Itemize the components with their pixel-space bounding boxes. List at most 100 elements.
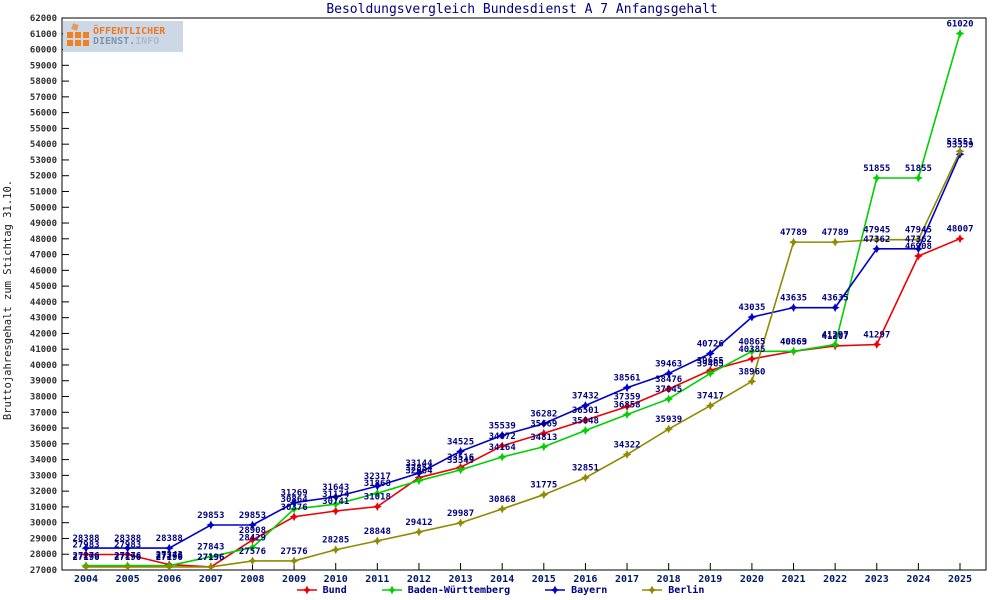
data-label-bund: 48007: [946, 225, 973, 235]
y-tick-label: 37000: [30, 408, 57, 418]
data-point-baden-w-rttemberg: [456, 465, 465, 475]
data-point-baden-w-rttemberg: [664, 394, 674, 404]
data-point-bayern: [331, 492, 341, 502]
x-tick-label: 2014: [490, 574, 514, 585]
data-label-bund: 40863: [780, 337, 807, 347]
data-label-baden-w-rttemberg: 40869: [780, 337, 807, 347]
data-label-bund: 41207: [822, 332, 849, 342]
legend-marker-icon: [642, 585, 663, 595]
data-point-berlin: [622, 450, 632, 459]
data-point-bund: [123, 550, 133, 559]
data-point-baden-w-rttemberg: [497, 452, 507, 462]
data-label-baden-w-rttemberg: 41297: [822, 331, 849, 341]
x-tick-label: 2017: [615, 574, 639, 585]
data-label-baden-w-rttemberg: 36858: [614, 401, 641, 411]
data-label-baden-w-rttemberg: 28429: [239, 533, 266, 543]
legend-item-bayern: Bayern: [544, 584, 607, 596]
data-point-berlin: [331, 545, 341, 555]
data-point-bayern: [456, 446, 465, 456]
data-label-bayern: 35539: [489, 421, 516, 431]
data-label-bund: 27196: [197, 553, 224, 563]
chart-title: Besoldungsvergleich Bundesdienst A 7 Anf…: [326, 2, 717, 17]
data-point-berlin: [539, 490, 549, 500]
data-label-bayern: 28388: [156, 534, 183, 544]
data-label-baden-w-rttemberg: 40865: [738, 337, 765, 347]
data-label-bund: 40385: [738, 345, 765, 355]
logo-square: [75, 31, 81, 38]
y-tick-label: 61000: [30, 30, 57, 40]
plot-area: 27000 28000 29000 30000 31000 32000 33000 34000…: [30, 14, 987, 585]
data-label-bund: 28908: [239, 526, 266, 536]
data-label-baden-w-rttemberg: 33349: [447, 456, 474, 466]
data-label-bund: 36501: [572, 406, 599, 416]
data-label-baden-w-rttemberg: 27276: [114, 552, 141, 562]
data-point-bayern: [705, 349, 715, 358]
x-tick-label: 2012: [407, 574, 431, 585]
data-label-bund: 37359: [614, 393, 641, 403]
y-tick-label: 29000: [30, 534, 57, 544]
data-point-baden-w-rttemberg: [206, 552, 216, 562]
y-tick-label: 53000: [30, 156, 57, 166]
data-point-bayern: [830, 303, 840, 313]
x-tick-label: 2022: [823, 574, 847, 585]
chart-legend: Bund Baden-Württemberg Bayern Berlin: [0, 584, 1000, 596]
y-tick-label: 42000: [30, 329, 57, 339]
data-point-bayern: [206, 520, 216, 530]
x-tick-label: 2006: [157, 574, 181, 585]
data-point-bund: [664, 384, 674, 394]
data-label-bayern: 43635: [780, 294, 807, 304]
y-tick-label: 62000: [30, 14, 57, 24]
data-label-berlin: 47945: [905, 226, 932, 236]
data-point-bund: [581, 415, 590, 425]
data-point-bayern: [414, 468, 424, 478]
y-tick-label: 46000: [30, 266, 57, 276]
data-point-bayern: [747, 312, 757, 322]
data-point-baden-w-rttemberg: [414, 476, 424, 486]
data-point-berlin: [164, 562, 174, 572]
y-tick-label: 27000: [30, 566, 57, 576]
x-tick-label: 2005: [116, 574, 140, 585]
data-point-baden-w-rttemberg: [830, 340, 840, 349]
y-tick-label: 35000: [30, 440, 57, 450]
y-tick-label: 36000: [30, 424, 57, 434]
data-point-berlin: [372, 536, 382, 546]
data-label-baden-w-rttemberg: 32664: [405, 467, 433, 477]
series-line-bayern: [86, 153, 961, 549]
data-label-baden-w-rttemberg: 39465: [697, 359, 724, 369]
y-tick-label: 33000: [30, 471, 57, 481]
data-label-baden-w-rttemberg: 51855: [905, 164, 932, 174]
logo-square: [75, 39, 81, 46]
y-tick-label: 44000: [30, 298, 57, 308]
data-label-bayern: 29853: [239, 511, 266, 521]
y-tick-label: 58000: [30, 77, 57, 87]
data-point-berlin: [248, 556, 257, 566]
data-point-baden-w-rttemberg: [913, 173, 923, 183]
data-label-berlin: 35939: [655, 415, 682, 425]
data-label-bayern: 28388: [72, 534, 99, 544]
data-label-berlin: 30868: [489, 495, 516, 505]
data-label-bund: 46908: [905, 242, 932, 252]
x-tick-label: 2007: [199, 574, 223, 585]
data-point-baden-w-rttemberg: [248, 543, 257, 552]
data-label-bayern: 53359: [946, 140, 973, 150]
data-label-bayern: 31269: [281, 489, 308, 499]
x-tick-label: 2009: [282, 574, 306, 585]
data-point-berlin: [955, 146, 965, 156]
data-label-berlin: 47945: [863, 226, 890, 236]
data-label-baden-w-rttemberg: 35848: [572, 416, 599, 426]
logo: ÖFFENTLICHER DIENST.INFO: [63, 21, 183, 52]
logo-text: ÖFFENTLICHER DIENST.INFO: [93, 26, 165, 47]
logo-square: [67, 31, 73, 38]
legend-marker-icon: [296, 585, 317, 595]
data-point-bund: [872, 340, 882, 349]
data-label-baden-w-rttemberg: 27276: [72, 552, 99, 562]
y-tick-label: 28000: [30, 550, 57, 560]
data-point-bayern: [289, 498, 299, 508]
data-label-bund: 30741: [322, 497, 349, 507]
data-label-berlin: 27196: [197, 553, 224, 563]
data-point-bayern: [248, 520, 257, 530]
data-point-baden-w-rttemberg: [372, 488, 382, 498]
data-label-berlin: 27196: [114, 553, 141, 563]
legend-item-bund: Bund: [296, 584, 347, 596]
data-point-berlin: [456, 518, 465, 528]
